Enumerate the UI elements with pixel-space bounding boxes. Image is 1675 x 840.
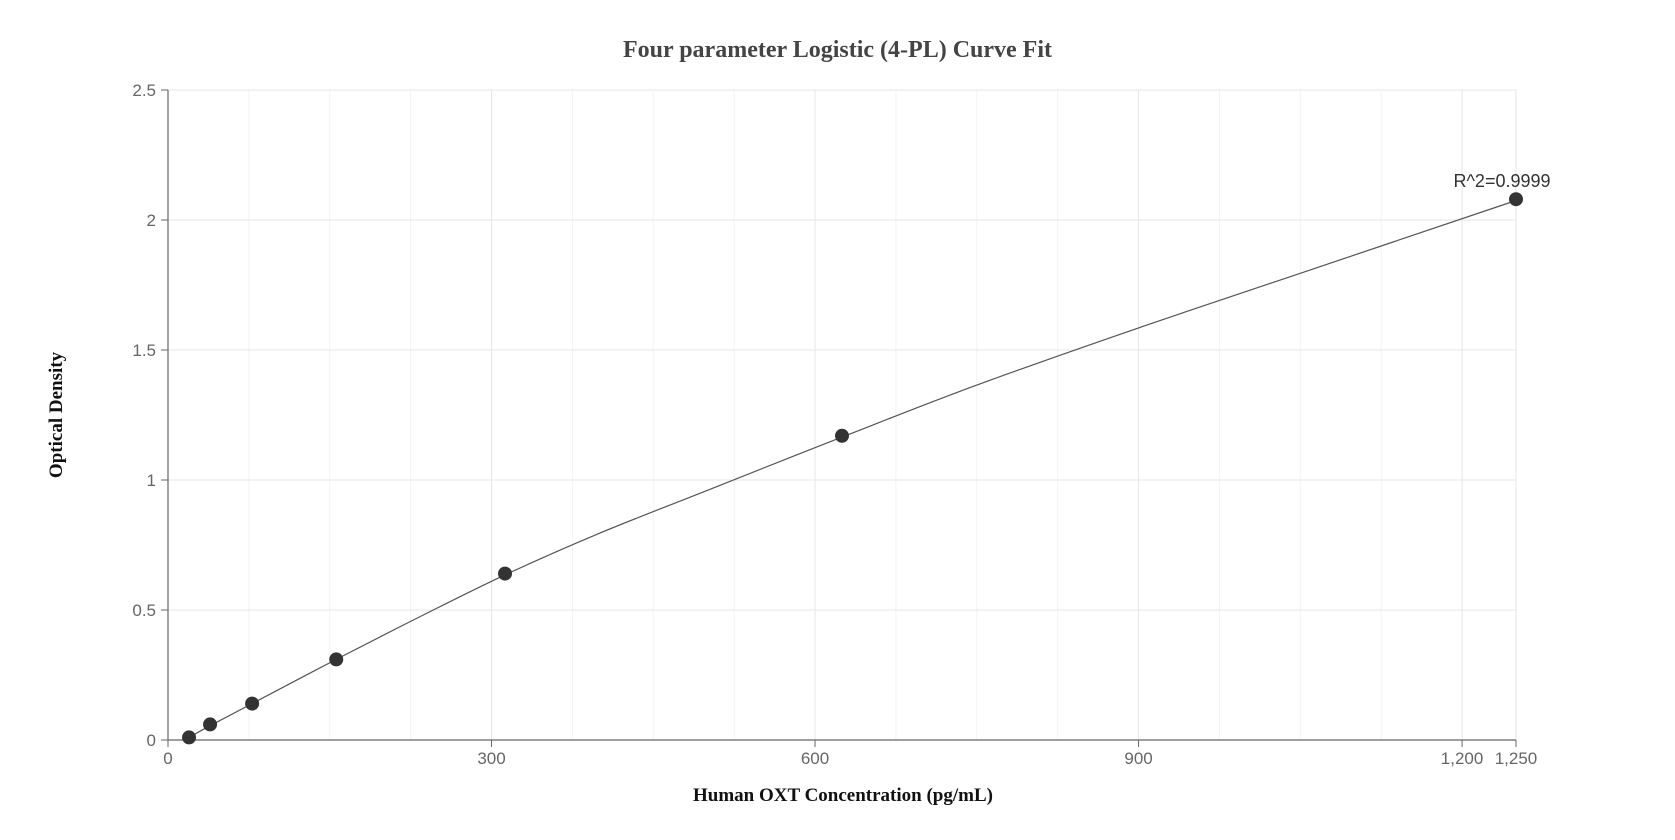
- axes: [167, 90, 1516, 741]
- x-axis-ticks: 0 300 600 900 1,200 1,250: [163, 740, 1537, 768]
- data-point[interactable]: [835, 428, 849, 443]
- fit-curve-line: [188, 199, 1517, 738]
- x-tick-label: 1,200: [1441, 749, 1484, 768]
- x-tick-label: 900: [1124, 749, 1152, 768]
- y-tick-label: 2: [147, 211, 156, 230]
- fit-curve-group: [188, 199, 1517, 738]
- data-points: [182, 192, 1523, 745]
- y-axis-ticks: 0 0.5 1 1.5 2 2.5: [132, 81, 168, 750]
- y-tick-label: 0: [147, 731, 156, 750]
- x-tick-label: 300: [477, 749, 505, 768]
- data-point[interactable]: [329, 652, 344, 667]
- major-gridlines: [168, 89, 1517, 740]
- x-tick-label: 600: [801, 749, 829, 768]
- y-tick-label: 1: [147, 471, 156, 490]
- x-tick-label: 1,250: [1495, 749, 1538, 768]
- minor-gridlines: [248, 90, 1382, 740]
- x-tick-label: 0: [163, 749, 172, 768]
- data-point[interactable]: [498, 566, 512, 581]
- chart-title: Four parameter Logistic (4-PL) Curve Fit: [623, 37, 1052, 63]
- y-axis-label: Optical Density: [46, 351, 67, 478]
- data-point[interactable]: [182, 730, 197, 745]
- r-squared-annotation: R^2=0.9999: [1453, 171, 1550, 191]
- x-axis-label: Human OXT Concentration (pg/mL): [693, 785, 993, 806]
- y-tick-label: 1.5: [132, 341, 156, 360]
- data-point[interactable]: [245, 696, 260, 711]
- data-point[interactable]: [1509, 192, 1523, 207]
- y-tick-label: 0.5: [132, 601, 156, 620]
- data-point[interactable]: [203, 717, 218, 732]
- y-tick-label: 2.5: [132, 81, 156, 100]
